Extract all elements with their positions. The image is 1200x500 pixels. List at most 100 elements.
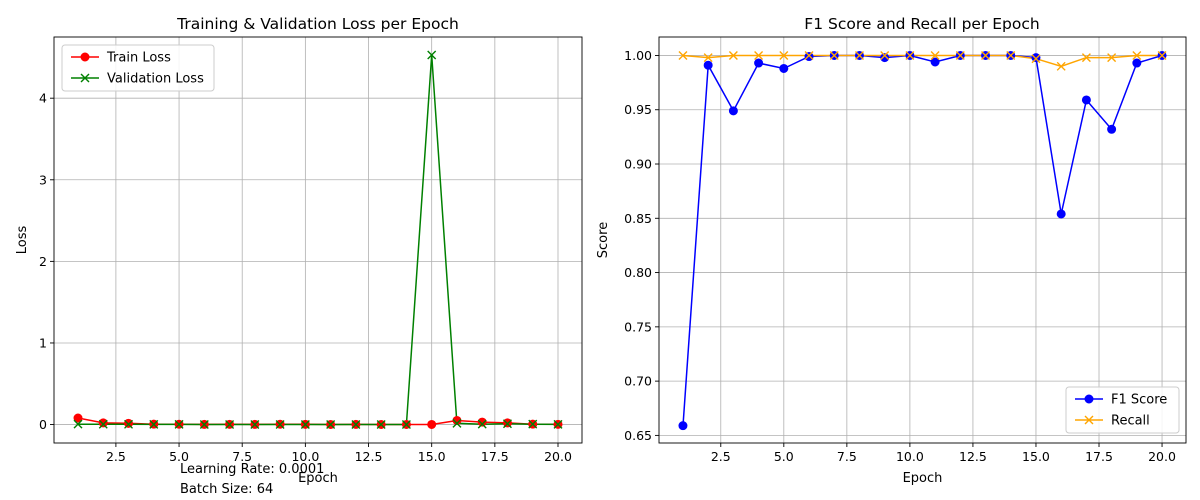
score-xtick-label-0: 2.5	[711, 449, 731, 464]
score-series-0-point-18	[1132, 58, 1142, 68]
score-series-1-point-0	[678, 50, 688, 60]
loss-series-1-point-8	[275, 419, 285, 429]
loss-legend-marker-1	[80, 73, 90, 83]
score-series-0-point-17	[1107, 124, 1117, 134]
score-series-1-point-6	[829, 50, 839, 60]
score-axes-frame	[658, 36, 1187, 444]
loss-series-1-point-2	[124, 419, 134, 429]
score-series-0-point-4	[779, 63, 789, 73]
score-legend-marker-0	[1084, 394, 1094, 404]
score-ytick-label-1: 0.70	[624, 374, 652, 389]
loss-xtick-label-5: 15.0	[418, 449, 446, 464]
loss-y-axis-label: Loss	[15, 226, 30, 255]
loss-series-1-point-0	[73, 419, 83, 429]
loss-xtick-label-2: 7.5	[232, 449, 252, 464]
score-series-0-point-5	[804, 52, 814, 62]
loss-ytick-label-4: 4	[39, 91, 47, 106]
score-series-0-point-3	[754, 58, 764, 68]
score-series-1-point-15	[1056, 61, 1066, 71]
loss-series-0-point-15	[452, 415, 462, 425]
loss-axes-frame	[53, 36, 583, 444]
score-series-1-point-1	[703, 53, 713, 63]
score-series-0-point-0	[678, 421, 688, 431]
score-xtick-label-7: 20.0	[1148, 449, 1176, 464]
score-series-0-point-14	[1031, 53, 1041, 63]
score-x-axis-label: Epoch	[903, 471, 943, 486]
score-chart-title: F1 Score and Recall per Epoch	[804, 15, 1039, 33]
loss-series-1-point-7	[250, 419, 260, 429]
loss-series-1-point-4	[174, 419, 184, 429]
score-ytick-label-4: 0.85	[624, 211, 652, 226]
score-series-1-point-18	[1132, 50, 1142, 60]
score-series-1-point-8	[880, 50, 890, 60]
score-y-axis-label: Score	[596, 222, 611, 258]
score-series-0-point-10	[930, 57, 940, 67]
loss-series-0-point-0	[73, 413, 83, 423]
score-ytick-label-7: 1.00	[624, 48, 652, 63]
score-series-1-point-17	[1107, 53, 1117, 63]
score-series-0-point-16	[1081, 95, 1091, 105]
score-series-1-point-3	[754, 50, 764, 60]
loss-legend-marker-0	[80, 52, 90, 62]
loss-ytick-label-0: 0	[39, 417, 47, 432]
score-series-1-point-16	[1081, 53, 1091, 63]
score-series-1-point-4	[779, 50, 789, 60]
loss-ytick-label-2: 2	[39, 254, 47, 269]
score-series-0-point-2	[728, 106, 738, 116]
loss-xtick-label-6: 17.5	[481, 449, 509, 464]
score-ytick-label-5: 0.90	[624, 157, 652, 172]
score-series-1-point-19	[1157, 50, 1167, 60]
score-series-1-point-5	[804, 50, 814, 60]
loss-legend-label-0: Train Loss	[106, 51, 171, 66]
score-xtick-label-3: 10.0	[896, 449, 924, 464]
score-legend-marker-1	[1084, 415, 1094, 425]
loss-xtick-label-3: 10.0	[291, 449, 319, 464]
loss-series-0-point-14	[427, 419, 437, 429]
loss-xtick-label-0: 2.5	[106, 449, 126, 464]
loss-series-line-1	[78, 54, 559, 426]
score-series-line-1	[682, 54, 1162, 68]
loss-series-0-point-1	[98, 418, 108, 428]
score-ytick-label-0: 0.65	[624, 428, 652, 443]
loss-series-1-point-6	[225, 419, 235, 429]
score-xtick-label-6: 17.5	[1085, 449, 1113, 464]
score-series-1-point-13	[1006, 50, 1016, 60]
learning-rate-note: Learning Rate: 0.0001	[180, 462, 325, 477]
score-series-0-point-1	[703, 60, 713, 70]
batch-size-note: Batch Size: 64	[180, 482, 274, 497]
score-legend-label-0: F1 Score	[1111, 393, 1167, 408]
loss-series-1-point-10	[326, 419, 336, 429]
loss-series-1-point-3	[149, 419, 159, 429]
score-series-0-point-15	[1056, 209, 1066, 219]
loss-series-1-point-14	[427, 50, 437, 60]
loss-series-1-point-5	[199, 419, 209, 429]
loss-series-1-point-18	[528, 419, 538, 429]
loss-series-1-point-16	[477, 419, 487, 429]
loss-series-1-point-12	[376, 419, 386, 429]
score-series-1-point-10	[930, 50, 940, 60]
loss-series-1-point-13	[401, 419, 411, 429]
score-legend-label-1: Recall	[1111, 414, 1150, 429]
loss-ytick-label-1: 1	[39, 335, 47, 350]
score-ytick-label-6: 0.95	[624, 102, 652, 117]
loss-series-1-point-1	[98, 419, 108, 429]
score-series-1-point-14	[1031, 54, 1041, 64]
loss-chart-title: Training & Validation Loss per Epoch	[176, 15, 459, 33]
score-xtick-label-1: 5.0	[774, 449, 794, 464]
score-series-1-point-11	[955, 50, 965, 60]
score-xtick-label-5: 15.0	[1022, 449, 1050, 464]
score-xtick-label-2: 7.5	[837, 449, 857, 464]
score-series-1-point-2	[728, 50, 738, 60]
loss-series-1-point-11	[351, 419, 361, 429]
score-series-1-point-7	[854, 50, 864, 60]
loss-xtick-label-7: 20.0	[544, 449, 572, 464]
score-series-0-point-8	[880, 53, 890, 63]
loss-series-1-point-17	[502, 419, 512, 429]
loss-legend-box	[61, 44, 215, 92]
loss-xtick-label-4: 12.5	[355, 449, 383, 464]
score-series-line-0	[682, 54, 1163, 426]
loss-ytick-label-3: 3	[39, 172, 47, 187]
loss-series-0-point-16	[477, 417, 487, 427]
loss-x-axis-label: Epoch	[298, 471, 338, 486]
